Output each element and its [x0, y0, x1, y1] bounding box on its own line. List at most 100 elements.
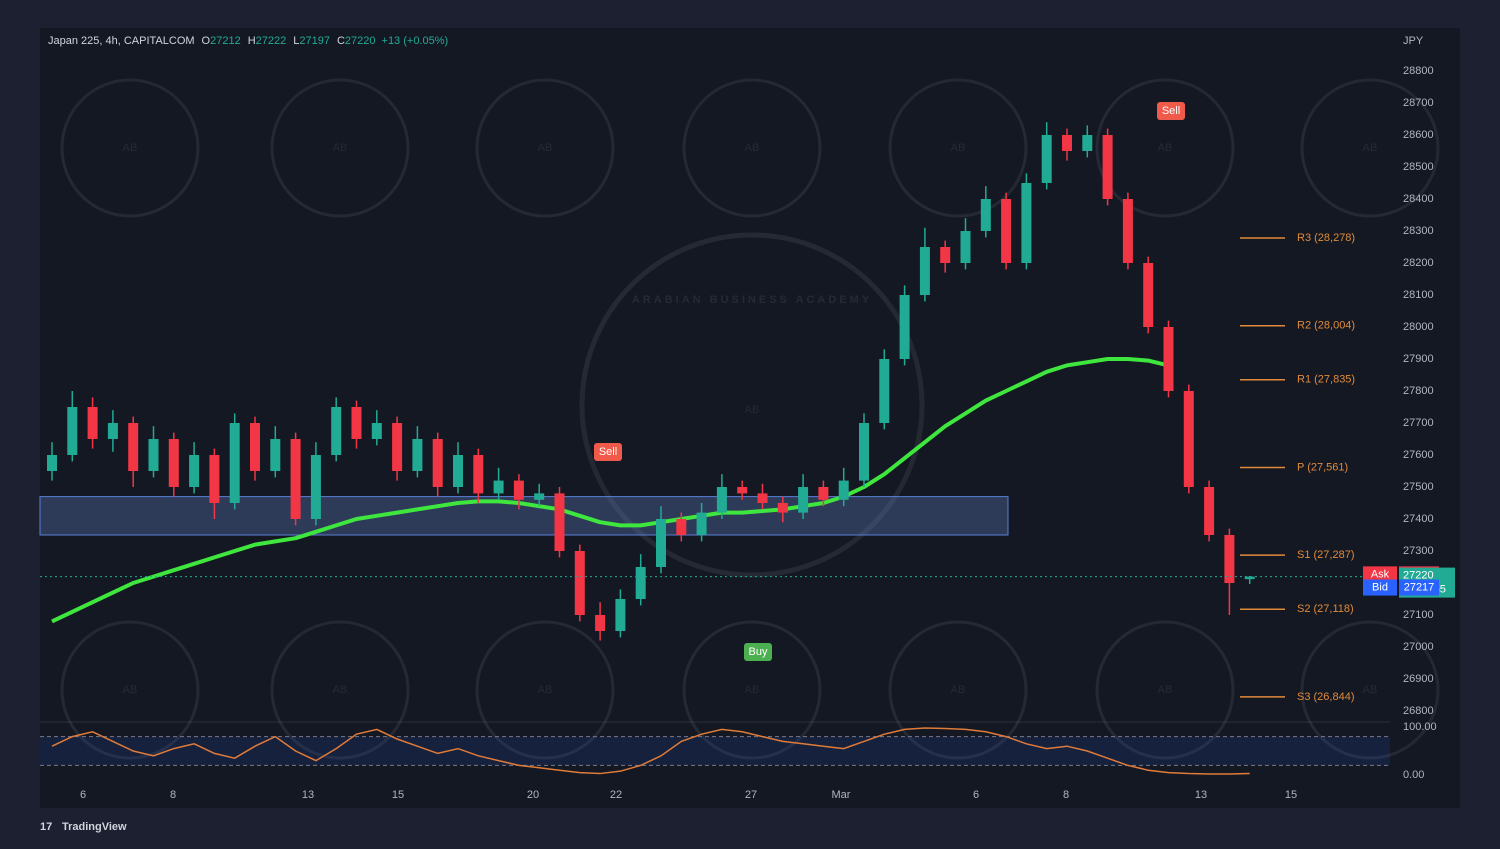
ohlc-value: 27220 [345, 35, 376, 47]
y-tick-label: 28700 [1403, 97, 1434, 109]
watermark-initials: AB [745, 142, 760, 154]
candle-body [595, 615, 606, 631]
candle-body [453, 455, 463, 487]
watermark-ring [1300, 620, 1440, 760]
watermark-initials: AB [123, 142, 138, 154]
candle-body [513, 480, 524, 500]
watermark-ring [1095, 620, 1235, 760]
candle-body [757, 493, 768, 503]
signal-badge [744, 643, 772, 661]
watermark-initials: AB [951, 684, 966, 696]
signal-label: Sell [1162, 105, 1180, 117]
candle-body [351, 407, 362, 439]
candle-body [716, 487, 727, 513]
oscillator-tick-label: 100.00 [1403, 721, 1437, 733]
change: +13 (+0.05%) [382, 35, 449, 47]
ohlc-label: H [248, 35, 256, 47]
candle-body [554, 493, 565, 551]
candle-body [250, 423, 260, 471]
y-tick-label: 27600 [1403, 449, 1434, 461]
candle-body [919, 247, 930, 295]
candle-body [676, 519, 687, 535]
candle-body [229, 423, 240, 503]
candle-body [168, 439, 179, 487]
candle-body [859, 423, 869, 481]
bid-label: Bid [1372, 581, 1388, 593]
candle-body [838, 480, 849, 500]
watermark-initials: AB [1158, 684, 1173, 696]
candle-body [1062, 135, 1072, 151]
candle-body [737, 487, 748, 494]
candle-body [1183, 391, 1194, 487]
y-tick-label: 28500 [1403, 161, 1434, 173]
watermark-ring [888, 78, 1028, 218]
y-tick-label: 27900 [1403, 353, 1434, 365]
candle-body [148, 439, 159, 471]
watermark-initials: AB [951, 142, 966, 154]
candle-body [209, 455, 220, 503]
candle-body [128, 423, 139, 471]
candle-body [310, 455, 321, 519]
watermark-ring [475, 620, 615, 760]
y-tick-label: 27100 [1403, 609, 1434, 621]
y-tick-label: 27500 [1403, 481, 1434, 493]
candle-body [392, 423, 403, 471]
y-tick-label: 28400 [1403, 193, 1434, 205]
candle-body [1102, 135, 1113, 199]
x-tick-label: 8 [170, 789, 176, 801]
x-tick-label: Mar [832, 789, 851, 801]
pivot-label: R3 (28,278) [1297, 232, 1355, 244]
watermark-initials: AB [745, 684, 760, 696]
ohlc-label: L [293, 35, 299, 47]
oscillator-line [51, 727, 1250, 775]
watermark-initials: AB [123, 684, 138, 696]
pivot-label: S3 (26,844) [1297, 691, 1354, 703]
watermark-ring [579, 232, 925, 578]
y-tick-label: 27400 [1403, 513, 1434, 525]
ask-tag [1363, 566, 1397, 583]
x-tick-label: 6 [80, 789, 86, 801]
candle-body [656, 519, 666, 567]
y-tick-label: 28300 [1403, 225, 1434, 237]
watermark-ring [682, 78, 822, 218]
candle-body [615, 599, 626, 631]
y-tick-label: 27000 [1403, 641, 1434, 653]
currency: JPY [1403, 35, 1424, 47]
candle-body [107, 423, 118, 439]
x-tick-label: 15 [392, 789, 404, 801]
candle-body [960, 231, 971, 263]
candle-body [47, 455, 57, 471]
candle-body [1021, 183, 1032, 263]
watermarks: AB AB AB AB AB AB AB AB AB AB AB AB AB AB AB ARABIAN BU… [60, 78, 1440, 760]
candle-body [980, 199, 991, 231]
watermark-initials: AB [1158, 142, 1173, 154]
candle-body [798, 487, 809, 513]
x-tick-label: 15 [1285, 789, 1297, 801]
chart-panel [40, 28, 1460, 808]
watermark-initials: AB [538, 142, 553, 154]
candle-body [1163, 327, 1174, 391]
candle-body [432, 439, 443, 487]
watermark-ring [270, 620, 410, 760]
candle-body [1082, 135, 1093, 151]
pivot-label: R2 (28,004) [1297, 320, 1355, 332]
y-tick-label: 26900 [1403, 673, 1434, 685]
candle-body [818, 487, 829, 500]
ohlc-label: O [202, 35, 211, 47]
x-tick-label: 13 [302, 789, 314, 801]
candle-body [87, 407, 98, 439]
ohlc-value: 27222 [256, 35, 287, 47]
watermark-initials: AB [1363, 142, 1378, 154]
candle-body [493, 480, 504, 494]
oscillator-tick-label: 0.00 [1403, 769, 1424, 781]
x-tick-label: 22 [610, 789, 622, 801]
candle-body [1041, 135, 1052, 183]
candle-body [574, 551, 585, 615]
candle-body [412, 439, 423, 471]
watermark-initials: AB [1363, 684, 1378, 696]
pivot-label: S2 (27,118) [1297, 603, 1354, 615]
watermark-ring [1095, 78, 1235, 218]
candle-body [940, 247, 951, 263]
moving-average [51, 357, 1169, 624]
watermark-ring [475, 78, 615, 218]
